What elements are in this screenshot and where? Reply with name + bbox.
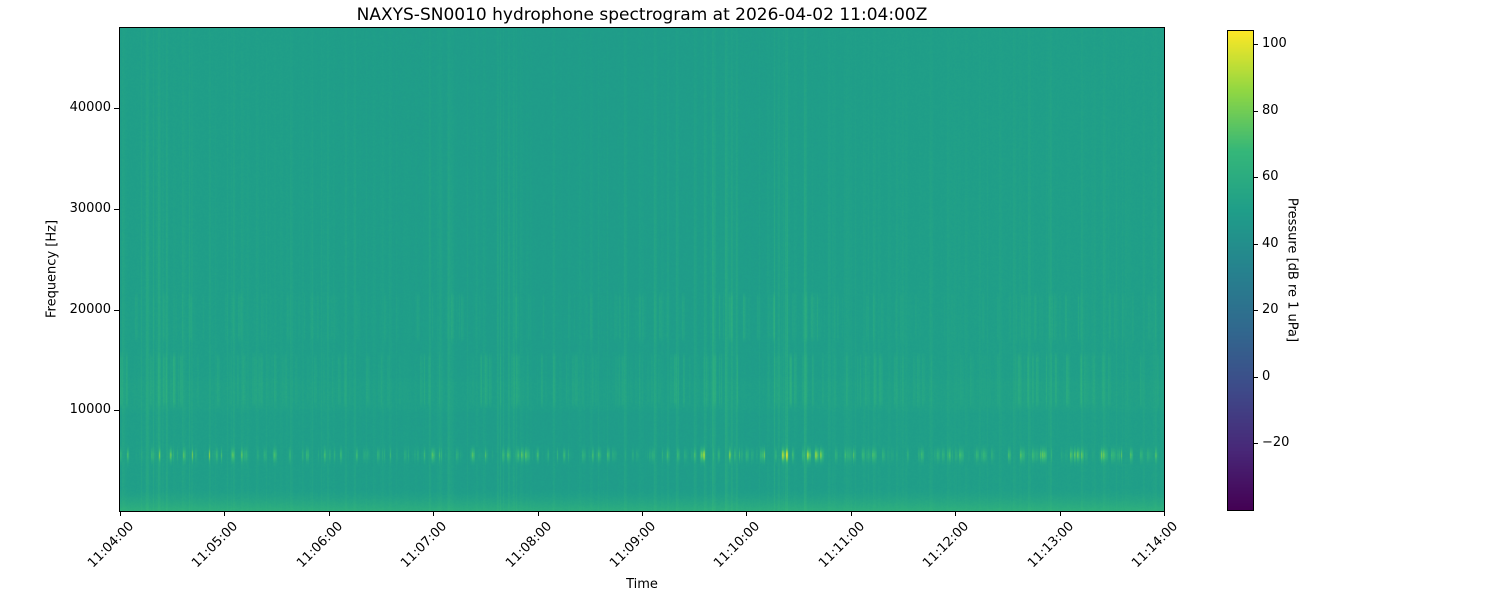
colorbar-tick-label: −20 xyxy=(1262,435,1290,450)
x-tick-label: 11:13:00 xyxy=(1024,519,1077,571)
x-tick-mark xyxy=(1060,512,1061,516)
y-tick-mark xyxy=(114,310,119,311)
colorbar-tick-mark xyxy=(1254,44,1258,45)
x-tick-mark xyxy=(642,512,643,516)
colorbar-tick-label: 100 xyxy=(1262,36,1287,51)
y-axis-label: Frequency [Hz] xyxy=(44,219,60,319)
plot-area xyxy=(119,27,1165,512)
colorbar-tick-mark xyxy=(1254,177,1258,178)
colorbar xyxy=(1227,30,1254,511)
y-tick-mark xyxy=(114,410,119,411)
x-tick-mark xyxy=(851,512,852,516)
x-tick-mark xyxy=(746,512,747,516)
y-tick-label: 10000 xyxy=(69,402,111,417)
x-tick-mark xyxy=(120,512,121,516)
y-tick-label: 30000 xyxy=(69,201,111,216)
x-axis-label: Time xyxy=(626,577,658,592)
colorbar-tick-label: 40 xyxy=(1262,236,1279,251)
x-tick-mark xyxy=(329,512,330,516)
colorbar-tick-mark xyxy=(1254,443,1258,444)
colorbar-tick-label: 60 xyxy=(1262,169,1279,184)
x-tick-label: 11:04:00 xyxy=(84,519,137,571)
x-tick-mark xyxy=(538,512,539,516)
x-tick-label: 11:09:00 xyxy=(606,519,659,571)
colorbar-tick-label: 0 xyxy=(1262,369,1271,384)
colorbar-tick-label: 20 xyxy=(1262,302,1279,317)
x-tick-mark xyxy=(433,512,434,516)
x-tick-mark xyxy=(1164,512,1165,516)
colorbar-label: Pressure [dB re 1 uPa] xyxy=(1284,197,1300,343)
y-tick-mark xyxy=(114,108,119,109)
spectrogram-image xyxy=(120,28,1164,511)
x-tick-label: 11:11:00 xyxy=(815,519,868,571)
x-tick-label: 11:06:00 xyxy=(293,519,346,571)
x-tick-label: 11:14:00 xyxy=(1128,519,1181,571)
colorbar-tick-mark xyxy=(1254,111,1258,112)
x-tick-label: 11:05:00 xyxy=(188,519,241,571)
colorbar-tick-mark xyxy=(1254,244,1258,245)
x-tick-label: 11:10:00 xyxy=(710,519,763,571)
x-tick-label: 11:12:00 xyxy=(919,519,972,571)
x-tick-label: 11:08:00 xyxy=(502,519,555,571)
colorbar-tick-mark xyxy=(1254,377,1258,378)
y-tick-label: 20000 xyxy=(69,302,111,317)
colorbar-tick-label: 80 xyxy=(1262,103,1279,118)
x-tick-label: 11:07:00 xyxy=(397,519,450,571)
colorbar-tick-mark xyxy=(1254,310,1258,311)
y-tick-label: 40000 xyxy=(69,100,111,115)
colorbar-gradient xyxy=(1228,31,1253,510)
chart-title: NAXYS-SN0010 hydrophone spectrogram at 2… xyxy=(356,5,928,25)
x-tick-mark xyxy=(955,512,956,516)
y-tick-mark xyxy=(114,209,119,210)
x-tick-mark xyxy=(224,512,225,516)
